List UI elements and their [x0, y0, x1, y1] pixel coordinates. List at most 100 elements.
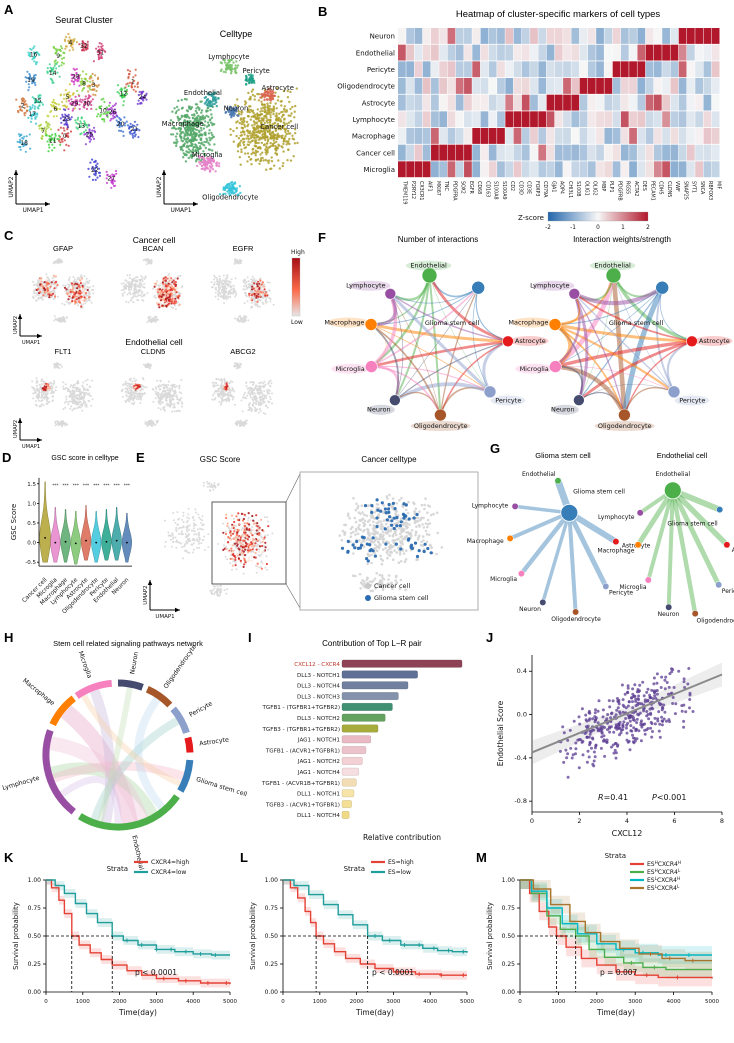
panel-d-letter: D	[2, 450, 12, 465]
svg-text:32: 32	[80, 43, 88, 50]
svg-text:ACTA2: ACTA2	[633, 181, 639, 196]
svg-text:AIF1: AIF1	[426, 181, 432, 192]
violin-title: GSC score in celltype	[51, 455, 119, 462]
panel-km-L: 1.000.750.500.250.000 1000 2000 3000 4000 500…	[249, 859, 474, 1017]
svg-text:1: 1	[131, 79, 135, 86]
svg-text:19: 19	[27, 77, 35, 84]
svg-text:CHI3L1: CHI3L1	[567, 181, 573, 198]
svg-text:2: 2	[21, 102, 25, 109]
panel-g-hub-0: EndothelialLymphocyteMacrophageMicroglia…	[467, 471, 651, 623]
svg-text:Microglia: Microglia	[192, 151, 223, 159]
panel-f-letter: F	[318, 230, 326, 245]
svg-text:RGS5: RGS5	[625, 181, 631, 194]
svg-text:SOX2: SOX2	[460, 181, 466, 194]
svg-text:5: 5	[66, 94, 70, 101]
svg-text:Oligodendrocyte: Oligodendrocyte	[202, 193, 258, 201]
svg-text:CX3CR1: CX3CR1	[418, 181, 424, 200]
svg-text:16: 16	[30, 51, 38, 58]
svg-text:Macrophage: Macrophage	[162, 120, 204, 128]
svg-text:MBP: MBP	[600, 181, 606, 191]
svg-text:CD2: CD2	[509, 181, 515, 191]
svg-text:2: 2	[646, 225, 650, 231]
svg-text:UMAP1: UMAP1	[22, 207, 43, 214]
gene-title-bcan: BCAN	[142, 244, 164, 253]
svg-text:CD163: CD163	[484, 181, 490, 197]
svg-text:Macrophage: Macrophage	[352, 133, 395, 141]
svg-text:8: 8	[82, 80, 86, 87]
svg-text:UMAP2: UMAP2	[156, 176, 163, 197]
svg-text:S100B: S100B	[575, 181, 581, 197]
panel-j-letter: J	[486, 630, 494, 645]
panel-h-letter: H	[4, 630, 14, 645]
svg-text:CD79A: CD79A	[542, 181, 548, 198]
svg-text:25: 25	[86, 131, 94, 138]
svg-text:UMAP2: UMAP2	[8, 176, 15, 197]
svg-text:Pericyte: Pericyte	[367, 66, 395, 74]
endothelial-network-title: Endothelial cell	[656, 451, 708, 460]
svg-text:31: 31	[96, 50, 104, 57]
svg-text:S100A8: S100A8	[493, 181, 499, 200]
svg-text:RBFOX3: RBFOX3	[707, 181, 713, 200]
svg-text:CLDN5: CLDN5	[666, 181, 672, 197]
svg-text:24: 24	[139, 94, 147, 101]
svg-text:Cancer cell: Cancer cell	[260, 123, 298, 131]
svg-text:Neuron: Neuron	[370, 33, 395, 41]
svg-text:21: 21	[130, 126, 138, 133]
svg-text:UMAP1: UMAP1	[170, 207, 191, 214]
svg-text:29: 29	[71, 101, 79, 108]
svg-text:Endothelial: Endothelial	[184, 89, 222, 97]
svg-text:FOXP3: FOXP3	[534, 181, 540, 196]
svg-text:28: 28	[72, 74, 80, 81]
svg-text:CD3D: CD3D	[517, 181, 523, 195]
panel-k-letter: K	[4, 850, 14, 865]
svg-text:SNAP25: SNAP25	[682, 181, 688, 200]
panel-b-heatmap: Neuron Endothelial Pericyte Oligodendrocyte…	[337, 28, 721, 231]
svg-text:SNCA: SNCA	[699, 181, 705, 195]
svg-text:13: 13	[77, 123, 85, 130]
panel-g-letter: G	[490, 441, 501, 456]
svg-text:Z-score: Z-score	[518, 214, 544, 222]
svg-text:3: 3	[92, 82, 96, 89]
svg-text:AQP4: AQP4	[559, 181, 565, 194]
svg-text:SYT1: SYT1	[691, 181, 697, 193]
panel-c-letter: C	[4, 228, 14, 243]
svg-text:Cancer cell: Cancer cell	[356, 149, 395, 157]
panel-l-letter: L	[240, 850, 248, 865]
svg-text:OLIG1: OLIG1	[583, 181, 589, 196]
svg-text:TNC: TNC	[443, 180, 449, 192]
svg-text:4: 4	[68, 40, 72, 47]
svg-text:30: 30	[83, 101, 91, 108]
lr-pair-title: Contribution of Top L−R pair	[322, 639, 422, 648]
svg-text:UMAP2: UMAP2	[13, 316, 19, 334]
svg-text:9: 9	[56, 53, 60, 60]
svg-text:27: 27	[107, 176, 115, 183]
gene-title-egfr: EGFR	[232, 244, 254, 253]
svg-text:PDGFRA: PDGFRA	[451, 181, 457, 201]
panel-g-hub-1: LymphocyteMacrophageMicrogliaNeuronOligo…	[597, 471, 734, 625]
seurat-cluster-title: Seurat Cluster	[55, 15, 113, 25]
svg-text:-2: -2	[545, 225, 551, 231]
cancer-cell-header: Cancer cell	[132, 235, 176, 245]
celltype-title: Celltype	[219, 29, 253, 39]
svg-text:6: 6	[54, 106, 58, 113]
svg-text:DES: DES	[641, 181, 647, 191]
svg-text:Neuron: Neuron	[224, 104, 249, 112]
svg-text:MIF: MIF	[715, 181, 721, 190]
svg-text:Lymphocyte: Lymphocyte	[353, 116, 395, 124]
panel-a-umaps: 0123456789101112131415161718192021222324…	[8, 32, 299, 214]
svg-text:PLP1: PLP1	[608, 181, 614, 193]
endothelial-cell-header: Endothelial cell	[125, 337, 183, 347]
panel-a-letter: A	[4, 2, 14, 17]
svg-text:CDH5: CDH5	[658, 181, 664, 195]
svg-text:-1: -1	[570, 225, 576, 231]
svg-text:Astrocyte: Astrocyte	[262, 84, 294, 92]
gsc-score-title: GSC Score	[199, 455, 241, 464]
gene-title-abcg2: ABCG2	[230, 347, 256, 356]
